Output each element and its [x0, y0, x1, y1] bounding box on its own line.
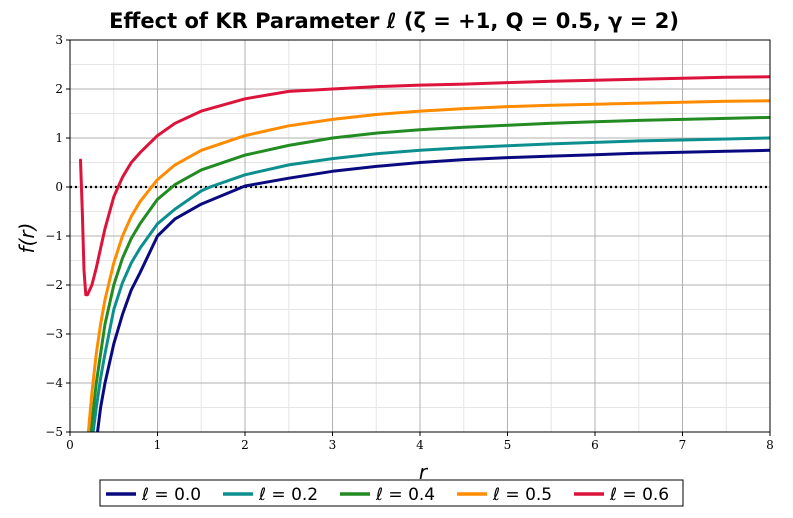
series-line-2 — [89, 115, 770, 432]
x-tick-label: 1 — [154, 438, 162, 452]
y-tick-label: −1 — [45, 229, 63, 243]
y-tick-label: −3 — [45, 327, 63, 341]
series-layer — [79, 75, 770, 432]
series-line-4 — [79, 75, 770, 297]
x-tick-label: 6 — [591, 438, 599, 452]
y-tick-label: 1 — [55, 131, 63, 145]
chart-title: Effect of KR Parameter ℓ (ζ = +1, Q = 0.… — [109, 9, 679, 33]
y-tick-label: −2 — [45, 278, 63, 292]
series-line-1 — [91, 136, 770, 432]
y-tick-label: 2 — [55, 82, 63, 96]
y-tick-label: 3 — [55, 33, 63, 47]
y-axis-label: f(r) — [15, 223, 39, 254]
x-tick-label: 2 — [241, 438, 249, 452]
legend-label-0: ℓ = 0.0 — [141, 485, 201, 505]
legend-label-2: ℓ = 0.4 — [375, 485, 435, 505]
legend-label-4: ℓ = 0.6 — [609, 485, 669, 505]
legend-label-1: ℓ = 0.2 — [258, 485, 318, 505]
y-tick-layer: −5 −4 −3 −2 −1 0 1 2 3 — [45, 33, 70, 439]
legend: ℓ = 0.0 ℓ = 0.2 ℓ = 0.4 ℓ = 0.5 ℓ = 0.6 — [99, 479, 684, 507]
x-tick-label: 7 — [679, 438, 687, 452]
x-tick-label: 8 — [766, 438, 774, 452]
x-tick-label: 4 — [416, 438, 424, 452]
y-tick-label: 0 — [55, 180, 63, 194]
y-tick-label: −4 — [45, 376, 63, 390]
grid-major — [69, 39, 771, 433]
x-tick-label: 0 — [66, 438, 74, 452]
series-line-0 — [96, 148, 770, 432]
series-line-3 — [86, 99, 770, 432]
x-tick-layer: 0 1 2 3 4 5 6 7 8 — [66, 432, 774, 452]
x-tick-label: 3 — [329, 438, 337, 452]
legend-label-3: ℓ = 0.5 — [492, 485, 552, 505]
x-axis-label: r — [419, 460, 429, 484]
x-tick-label: 5 — [504, 438, 512, 452]
y-tick-label: −5 — [45, 425, 63, 439]
